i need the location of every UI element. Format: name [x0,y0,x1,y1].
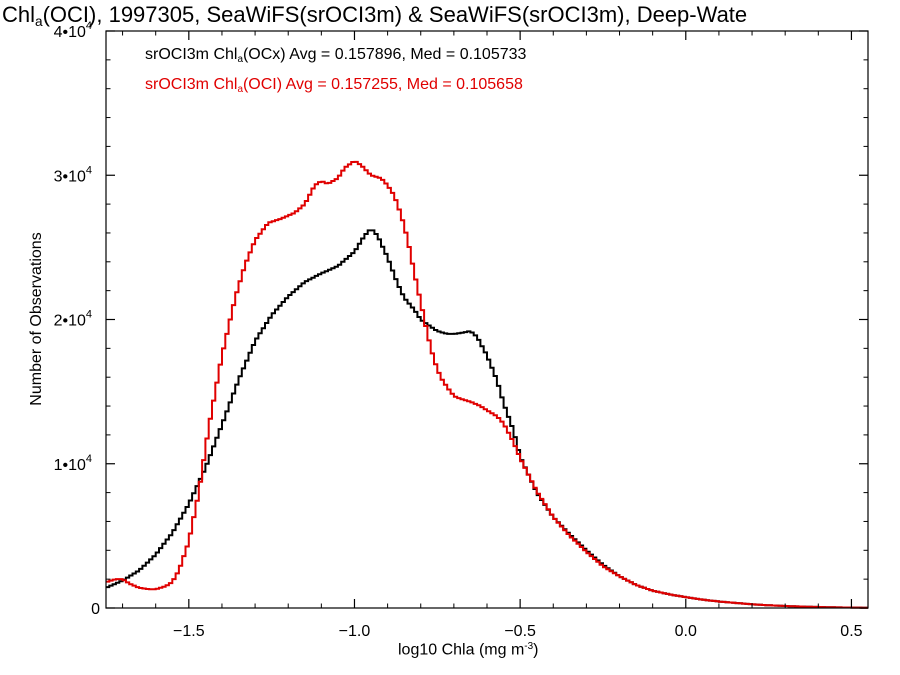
chart-title: Chla(OCI), 1997305, SeaWiFS(srOCI3m) & S… [2,2,748,29]
x-tick-label: −1.0 [339,623,371,640]
y-tick-label: 4•104 [54,20,92,41]
x-tick-label: −0.5 [504,623,536,640]
plot-frame [105,30,869,609]
series-ocx-line [106,229,868,609]
legend-entry-ocx: srOCI3m Chla(OCx) Avg = 0.157896, Med = … [145,46,527,65]
y-axis-label: Number of Observations [28,232,45,406]
x-tick-label: −1.5 [173,623,205,640]
legend-entry-oci: srOCI3m Chla(OCI) Avg = 0.157255, Med = … [145,76,523,95]
x-tick-label: 0.0 [675,623,697,640]
x-tick-label: 0.5 [840,623,862,640]
series-oci-line [106,160,868,609]
y-tick-label: 0 [91,601,100,618]
y-tick-label: 3•104 [54,164,92,185]
y-tick-label: 1•104 [54,453,92,474]
y-tick-label: 2•104 [54,309,92,330]
x-axis-label: log10 Chla (mg m-3) [398,641,539,659]
